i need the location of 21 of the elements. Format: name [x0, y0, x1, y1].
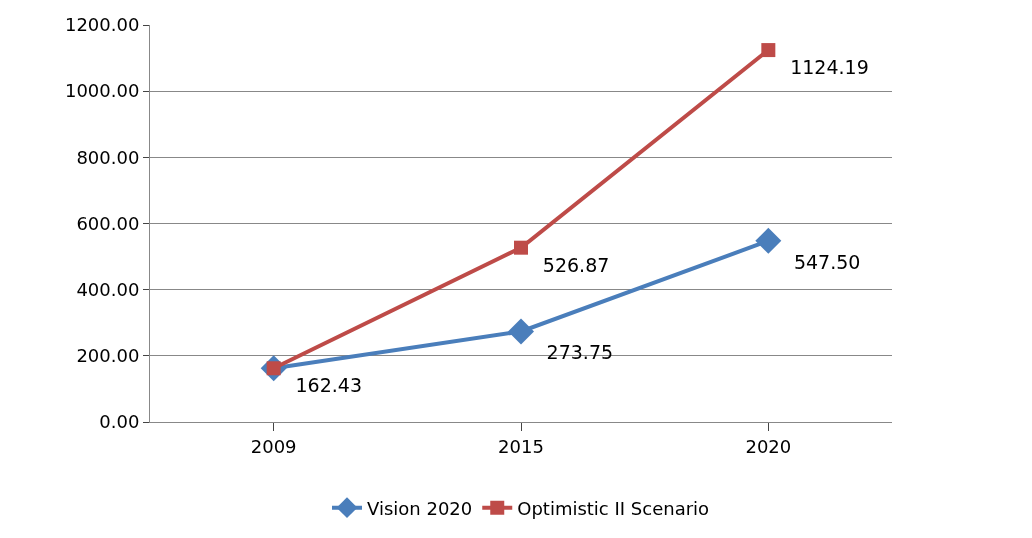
- legend-label: Vision 2020: [367, 497, 473, 519]
- y-tick-label: 1200.00: [64, 14, 140, 36]
- point: [514, 240, 528, 255]
- y-tick-label: 0.00: [99, 411, 140, 433]
- y-tick-label: 1000.00: [64, 80, 140, 102]
- data-label: 526.87: [530, 253, 610, 276]
- legend-label: Optimistic II Scenario: [517, 497, 710, 519]
- data-label: 547.50: [781, 250, 861, 273]
- y-tick-label: 400.00: [76, 278, 140, 300]
- x-tick-label: 2020: [745, 435, 792, 457]
- y-tick-label: 600.00: [76, 212, 140, 234]
- y-tick-label: 200.00: [76, 345, 140, 367]
- point: [755, 227, 782, 254]
- data-label: 1124.19: [778, 56, 869, 79]
- x-tick-label: 2015: [498, 435, 544, 457]
- data-label: 162.43: [283, 374, 362, 397]
- point: [761, 43, 776, 58]
- x-tick-label: 2009: [250, 435, 297, 457]
- data-label: 273.75: [534, 341, 614, 364]
- point: [508, 318, 534, 345]
- y-tick-label: 800.00: [76, 146, 140, 168]
